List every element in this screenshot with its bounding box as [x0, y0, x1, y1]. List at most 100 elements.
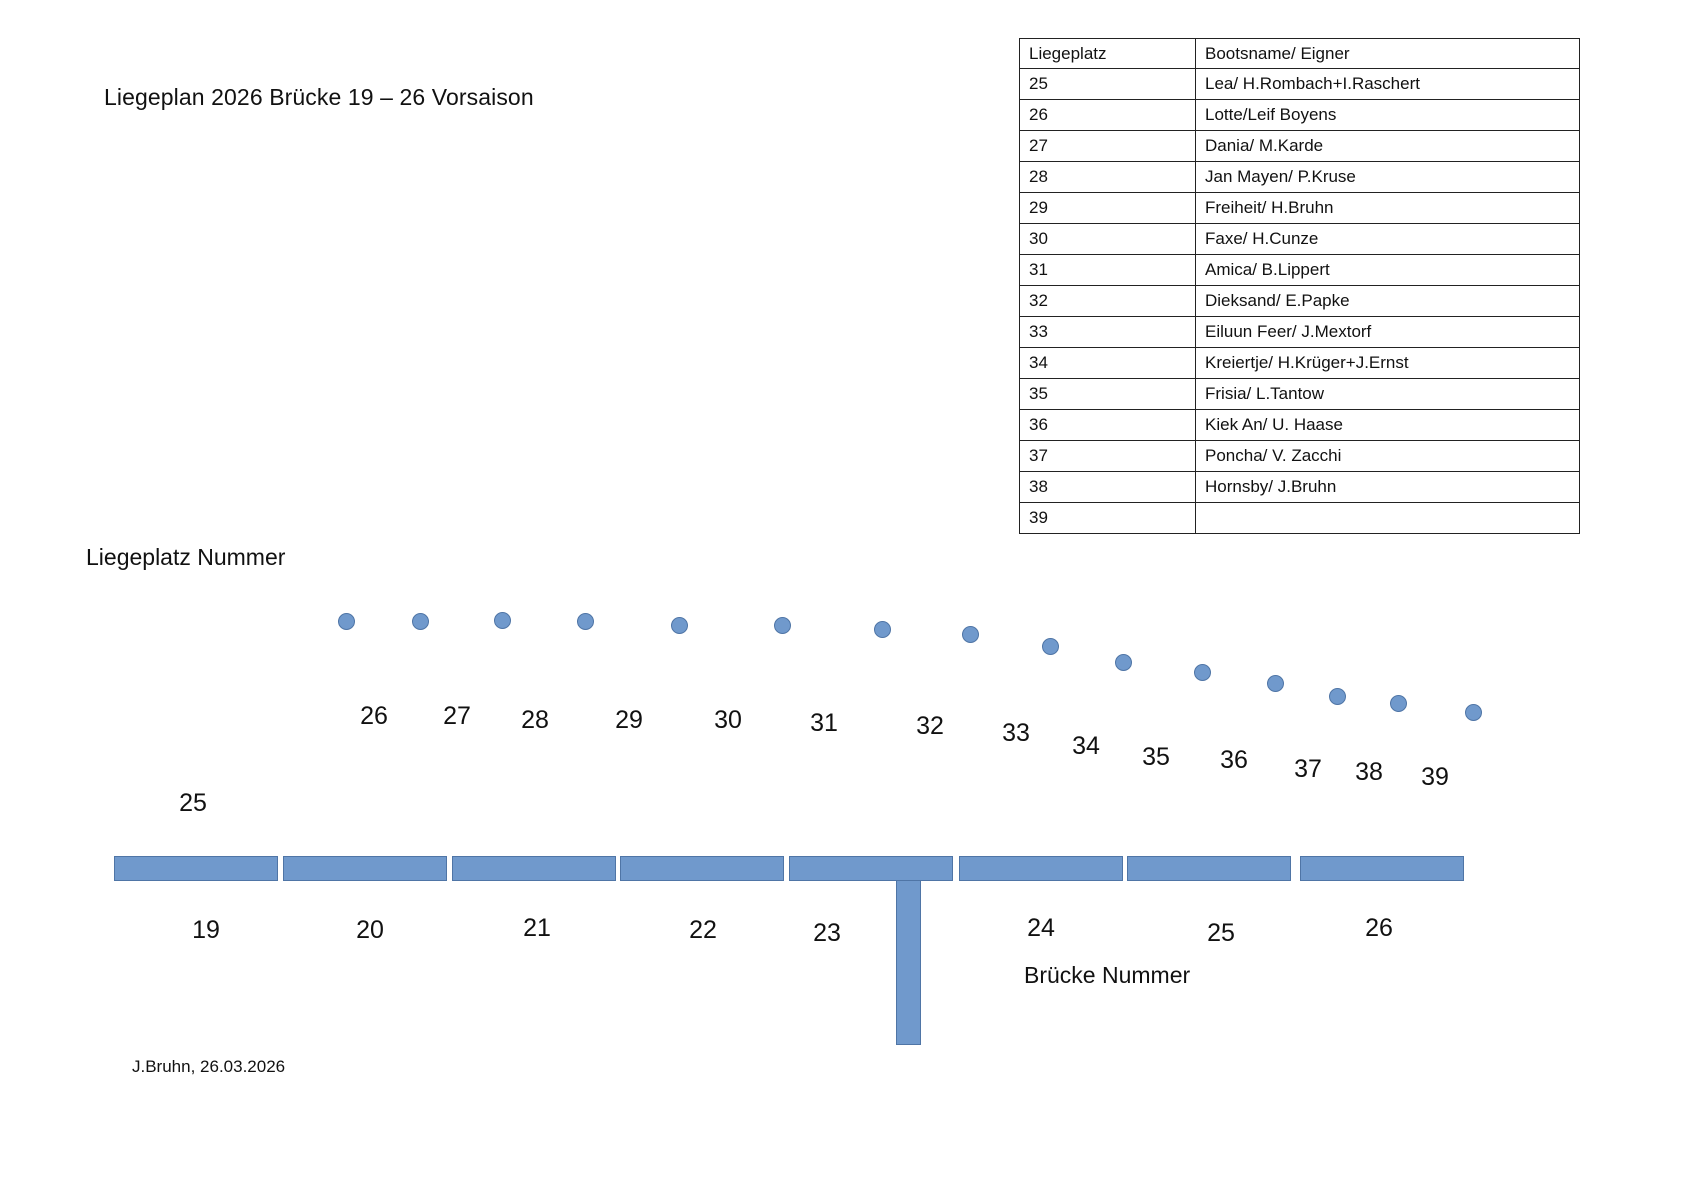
berth-number-label: 31 [810, 709, 838, 737]
bridge-number-label: 20 [356, 916, 384, 944]
cell-bootsname: Jan Mayen/ P.Kruse [1195, 161, 1580, 193]
mooring-post-38 [1329, 688, 1346, 705]
table-row: 27 Dania/ M.Karde [1019, 130, 1580, 162]
bridge-number-label: 25 [1207, 919, 1235, 947]
mooring-post-39 [1390, 695, 1407, 712]
cell-liegeplatz: 38 [1019, 471, 1196, 503]
header-bootsname: Bootsname/ Eigner [1195, 38, 1580, 69]
table-row: 31 Amica/ B.Lippert [1019, 254, 1580, 286]
bridge-number-label: 21 [523, 914, 551, 942]
cell-liegeplatz: 34 [1019, 347, 1196, 379]
liegeplatz-label: Liegeplatz Nummer [86, 544, 286, 570]
berth-number-label: 30 [714, 706, 742, 734]
table-row: 37 Poncha/ V. Zacchi [1019, 440, 1580, 472]
cell-liegeplatz: 27 [1019, 130, 1196, 162]
mooring-post-36 [1194, 664, 1211, 681]
berth-number-label: 36 [1220, 746, 1248, 774]
bruecke-label: Brücke Nummer [1024, 962, 1191, 988]
cell-liegeplatz: 37 [1019, 440, 1196, 472]
cell-bootsname: Poncha/ V. Zacchi [1195, 440, 1580, 472]
header-liegeplatz: Liegeplatz [1019, 38, 1196, 69]
table-row: 34 Kreiertje/ H.Krüger+J.Ernst [1019, 347, 1580, 379]
cell-liegeplatz: 31 [1019, 254, 1196, 286]
berth-number-label: 26 [360, 702, 388, 730]
table-row: 36 Kiek An/ U. Haase [1019, 409, 1580, 441]
mooring-post-29 [577, 613, 594, 630]
cell-bootsname: Hornsby/ J.Bruhn [1195, 471, 1580, 503]
berth-number-label: 34 [1072, 732, 1100, 760]
table-row: 30 Faxe/ H.Cunze [1019, 223, 1580, 255]
cell-liegeplatz: 36 [1019, 409, 1196, 441]
berth-number-label: 29 [615, 706, 643, 734]
berth-number-label: 33 [1002, 719, 1030, 747]
table-row: 35 Frisia/ L.Tantow [1019, 378, 1580, 410]
bridge-number-label: 22 [689, 916, 717, 944]
cell-liegeplatz: 25 [1019, 68, 1196, 100]
table-row: 32 Dieksand/ E.Papke [1019, 285, 1580, 317]
mooring-post-33 [962, 626, 979, 643]
bridge-segment-19 [114, 856, 278, 881]
cell-liegeplatz: 32 [1019, 285, 1196, 317]
bridge-number-label: 23 [813, 919, 841, 947]
berth-number-label: 27 [443, 702, 471, 730]
mooring-post-34 [1042, 638, 1059, 655]
table-row: 29 Freiheit/ H.Bruhn [1019, 192, 1580, 224]
bridge-segment-23 [789, 856, 953, 881]
mooring-post-37 [1267, 675, 1284, 692]
mooring-post-28 [494, 612, 511, 629]
cell-liegeplatz: 29 [1019, 192, 1196, 224]
bridge-number-label: 24 [1027, 914, 1055, 942]
cell-liegeplatz: 35 [1019, 378, 1196, 410]
bridge-segment-20 [283, 856, 447, 881]
bridge-segment-26 [1300, 856, 1464, 881]
bridge-segment-21 [452, 856, 616, 881]
cell-liegeplatz: 26 [1019, 99, 1196, 131]
mooring-post-32 [874, 621, 891, 638]
berth-number-label: 25 [179, 789, 207, 817]
mooring-post-35 [1115, 654, 1132, 671]
cell-liegeplatz: 30 [1019, 223, 1196, 255]
mooring-post-26 [338, 613, 355, 630]
cell-liegeplatz: 33 [1019, 316, 1196, 348]
berth-assignment-table: Liegeplatz Bootsname/ Eigner 25 Lea/ H.Ro… [1019, 38, 1580, 534]
bridge-segment-25 [1127, 856, 1291, 881]
berth-number-label: 39 [1421, 763, 1449, 791]
cell-bootsname: Amica/ B.Lippert [1195, 254, 1580, 286]
cell-bootsname: Lotte/Leif Boyens [1195, 99, 1580, 131]
cell-bootsname: Kreiertje/ H.Krüger+J.Ernst [1195, 347, 1580, 379]
table-row: 26 Lotte/Leif Boyens [1019, 99, 1580, 131]
bridge-number-label: 26 [1365, 914, 1393, 942]
mooring-post-27 [412, 613, 429, 630]
bridge-segment-22 [620, 856, 784, 881]
berth-number-label: 38 [1355, 758, 1383, 786]
table-row: 25 Lea/ H.Rombach+I.Raschert [1019, 68, 1580, 100]
pier-stem [896, 880, 921, 1045]
mooring-post-30 [671, 617, 688, 634]
berth-number-label: 28 [521, 706, 549, 734]
cell-bootsname: Dieksand/ E.Papke [1195, 285, 1580, 317]
table-row: 33 Eiluun Feer/ J.Mextorf [1019, 316, 1580, 348]
berth-number-label: 32 [916, 712, 944, 740]
table-row: 39 [1019, 502, 1580, 534]
cell-bootsname: Lea/ H.Rombach+I.Raschert [1195, 68, 1580, 100]
mooring-post-31 [774, 617, 791, 634]
cell-bootsname: Kiek An/ U. Haase [1195, 409, 1580, 441]
bridge-number-label: 19 [192, 916, 220, 944]
berth-number-label: 37 [1294, 755, 1322, 783]
berth-number-label: 35 [1142, 743, 1170, 771]
cell-bootsname: Frisia/ L.Tantow [1195, 378, 1580, 410]
table-row: 38 Hornsby/ J.Bruhn [1019, 471, 1580, 503]
cell-bootsname [1195, 502, 1580, 534]
table-header-row: Liegeplatz Bootsname/ Eigner [1019, 38, 1580, 69]
cell-bootsname: Eiluun Feer/ J.Mextorf [1195, 316, 1580, 348]
cell-bootsname: Dania/ M.Karde [1195, 130, 1580, 162]
mooring-post-undefined [1465, 704, 1482, 721]
bridge-segment-24 [959, 856, 1123, 881]
table-row: 28 Jan Mayen/ P.Kruse [1019, 161, 1580, 193]
cell-liegeplatz: 28 [1019, 161, 1196, 193]
author-date: J.Bruhn, 26.03.2026 [132, 1057, 286, 1076]
plan-title: Liegeplan 2026 Brücke 19 – 26 Vorsaison [104, 84, 534, 110]
cell-liegeplatz: 39 [1019, 502, 1196, 534]
cell-bootsname: Faxe/ H.Cunze [1195, 223, 1580, 255]
cell-bootsname: Freiheit/ H.Bruhn [1195, 192, 1580, 224]
